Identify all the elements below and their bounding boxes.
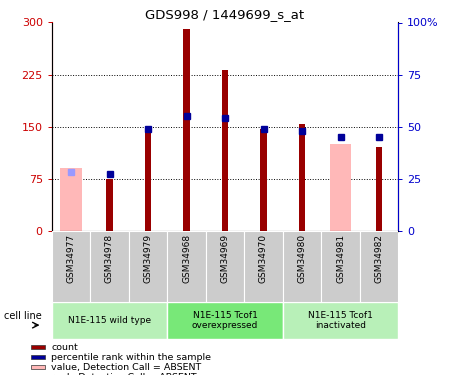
Title: GDS998 / 1449699_s_at: GDS998 / 1449699_s_at: [145, 8, 305, 21]
Bar: [330, 144, 351, 231]
Bar: [206, 231, 244, 302]
Bar: [90, 231, 129, 302]
Bar: [31, 345, 45, 349]
Text: count: count: [51, 343, 78, 352]
Text: GSM34977: GSM34977: [67, 234, 76, 284]
Bar: [298, 124, 306, 231]
Bar: [129, 231, 167, 302]
Text: GSM34970: GSM34970: [259, 234, 268, 284]
Text: percentile rank within the sample: percentile rank within the sample: [51, 353, 212, 362]
Bar: [221, 70, 229, 231]
Text: GSM34969: GSM34969: [220, 234, 230, 284]
Bar: [52, 302, 167, 339]
Bar: [31, 355, 45, 358]
Text: N1E-115 Tcof1
overexpressed: N1E-115 Tcof1 overexpressed: [192, 311, 258, 330]
Bar: [283, 302, 398, 339]
Text: rank, Detection Call = ABSENT: rank, Detection Call = ABSENT: [51, 373, 197, 375]
Bar: [144, 128, 152, 231]
Text: value, Detection Call = ABSENT: value, Detection Call = ABSENT: [51, 363, 202, 372]
Bar: [52, 231, 90, 302]
Bar: [31, 364, 45, 369]
Bar: [260, 129, 267, 231]
Text: GSM34978: GSM34978: [105, 234, 114, 284]
Text: N1E-115 wild type: N1E-115 wild type: [68, 316, 151, 325]
Bar: [60, 168, 81, 231]
Bar: [183, 30, 190, 231]
Bar: [167, 231, 206, 302]
Bar: [376, 147, 382, 231]
Bar: [321, 231, 360, 302]
Bar: [106, 178, 113, 231]
Bar: [283, 231, 321, 302]
Text: GSM34982: GSM34982: [374, 234, 383, 283]
Bar: [360, 231, 398, 302]
Text: GSM34968: GSM34968: [182, 234, 191, 284]
Text: cell line: cell line: [4, 311, 42, 321]
Bar: [244, 231, 283, 302]
Bar: [167, 302, 283, 339]
Text: N1E-115 Tcof1
inactivated: N1E-115 Tcof1 inactivated: [308, 311, 373, 330]
Text: GSM34979: GSM34979: [144, 234, 153, 284]
Text: GSM34980: GSM34980: [297, 234, 306, 284]
Text: GSM34981: GSM34981: [336, 234, 345, 284]
